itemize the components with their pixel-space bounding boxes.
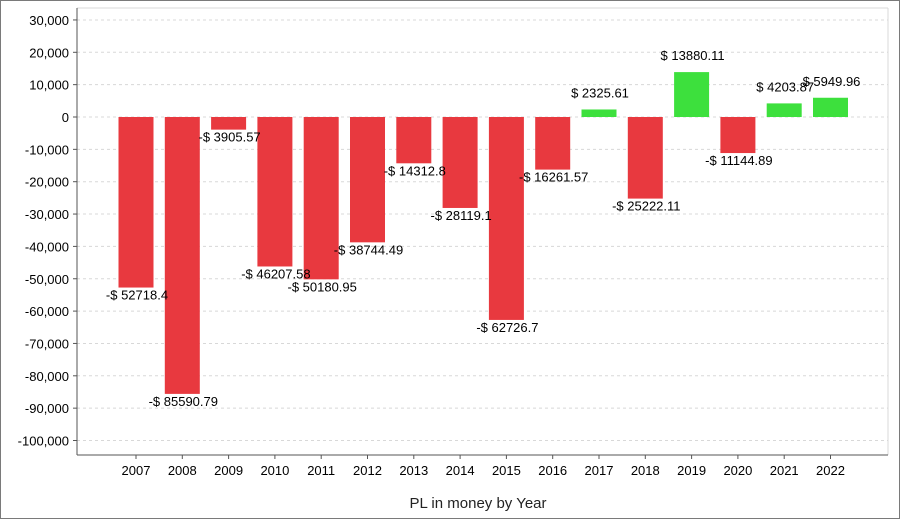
x-tick-label: 2007: [122, 463, 151, 478]
y-tick-label: -10,000: [25, 142, 69, 157]
bar: [257, 117, 293, 267]
bar: [396, 117, 432, 164]
data-label: -$ 85590.79: [149, 394, 218, 409]
y-tick-label: 10,000: [29, 78, 69, 93]
data-label: -$ 50180.95: [287, 279, 356, 294]
data-label: $ 5949.96: [803, 74, 861, 89]
x-tick-label: 2015: [492, 463, 521, 478]
bar: [442, 117, 478, 208]
bar: [164, 117, 200, 394]
data-label: $ 13880.11: [661, 48, 725, 63]
y-tick-label: -70,000: [25, 336, 69, 351]
y-tick-label: -60,000: [25, 304, 69, 319]
x-tick-label: 2018: [631, 463, 660, 478]
x-tick-label: 2011: [307, 463, 335, 478]
bar: [303, 117, 339, 280]
x-axis-title: PL in money by Year: [409, 495, 546, 512]
x-tick-label: 2008: [168, 463, 197, 478]
bar: [813, 97, 848, 117]
data-label: -$ 11144.89: [705, 153, 772, 168]
data-label: -$ 62726.7: [476, 320, 538, 335]
data-label: -$ 16261.57: [519, 170, 588, 185]
x-tick-label: 2021: [770, 463, 799, 478]
axes: 30,000 20,000 10,000 0 -10,000 -20,000 -30,000…: [18, 8, 888, 478]
data-label: -$ 3905.57: [199, 130, 261, 145]
y-tick-label: -20,000: [25, 175, 69, 190]
x-tick-label: 2017: [585, 463, 614, 478]
grid-lines: [77, 7, 889, 455]
bars: [118, 72, 848, 394]
x-tick-label: 2019: [677, 463, 706, 478]
x-tick-label: 2014: [446, 463, 475, 478]
bar: [118, 117, 154, 288]
x-tick-label: 2012: [353, 463, 382, 478]
data-label: $ 4203.87: [756, 79, 814, 94]
bar: [674, 72, 710, 117]
y-tick-label: -80,000: [25, 369, 69, 384]
bar: [535, 117, 571, 170]
data-label: -$ 38744.49: [334, 242, 403, 257]
y-tick-label: 0: [62, 110, 69, 125]
y-tick-label: 30,000: [29, 13, 69, 28]
bar: [627, 117, 663, 199]
data-label: -$ 28119.1: [430, 208, 491, 223]
data-labels: -$ 52718.4 -$ 85590.79 -$ 3905.57 -$ 46207.…: [106, 48, 861, 409]
x-tick-label: 2010: [260, 463, 289, 478]
x-tick-label: 2013: [399, 463, 428, 478]
data-label: -$ 25222.11: [612, 199, 680, 214]
y-tick-label: -90,000: [25, 401, 69, 416]
bar: [211, 117, 247, 130]
y-tick-label: 20,000: [29, 45, 69, 60]
bar: [488, 117, 524, 320]
data-label: -$ 46207.58: [241, 266, 310, 281]
x-tick-label: 2016: [538, 463, 567, 478]
data-label: -$ 52718.4: [106, 288, 168, 303]
x-tick-label: 2009: [214, 463, 243, 478]
data-label: -$ 14312.8: [384, 163, 446, 178]
y-tick-label: -100,000: [18, 434, 69, 449]
x-tick-label: 2020: [723, 463, 752, 478]
y-tick-label: -50,000: [25, 272, 69, 287]
bar: [766, 103, 802, 117]
bar: [350, 117, 385, 243]
x-tick-label: 2022: [816, 463, 845, 478]
y-tick-label: -40,000: [25, 239, 69, 254]
data-label: $ 2325.61: [571, 85, 629, 100]
bar: [720, 117, 756, 154]
y-tick-label: -30,000: [25, 207, 69, 222]
bar: [581, 109, 617, 117]
